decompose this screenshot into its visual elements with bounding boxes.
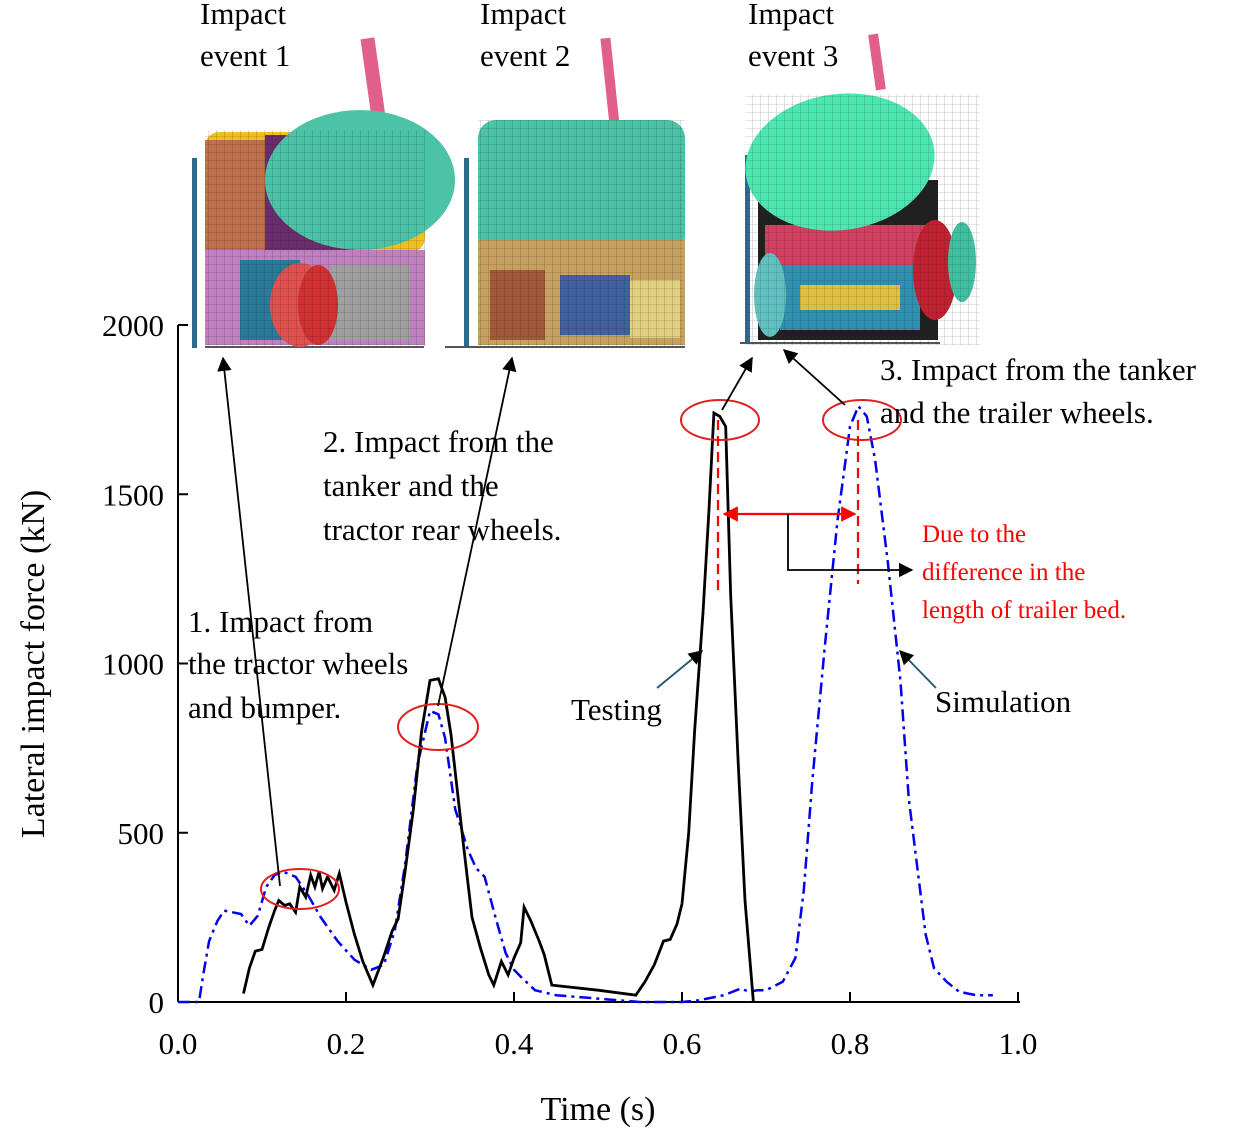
arrow-event-1 xyxy=(217,356,281,887)
note-event-1: 1. Impact from the tractor wheels and bu… xyxy=(188,604,408,725)
y-tick-label: 2000 xyxy=(102,308,164,343)
arrow-simulation-label xyxy=(898,649,937,689)
x-tick-label: 0.2 xyxy=(327,1026,366,1061)
x-tick-label: 0.4 xyxy=(495,1026,534,1061)
delay-note-pointer xyxy=(787,514,914,578)
svg-text:length of trailer bed.: length of trailer bed. xyxy=(922,597,1126,624)
y-tick-label: 1500 xyxy=(102,477,164,512)
event-pointer-arrows xyxy=(217,349,937,887)
peak-circle-simulation-event-3 xyxy=(822,399,902,441)
event-2-title: Impact event 2 xyxy=(480,0,570,73)
simulation-label: Simulation xyxy=(935,684,1072,719)
x-tick-label: 1.0 xyxy=(999,1026,1038,1061)
svg-text:2. Impact from the: 2. Impact from the xyxy=(323,424,554,459)
y-tick-label: 0 xyxy=(149,985,165,1020)
delay-indicator xyxy=(716,420,914,596)
svg-text:event 1: event 1 xyxy=(200,38,290,73)
y-tick-label: 1000 xyxy=(102,647,164,682)
svg-text:Impact: Impact xyxy=(480,0,566,31)
svg-text:Impact: Impact xyxy=(748,0,834,31)
peak-circle-testing-event-3 xyxy=(680,399,760,441)
fe-model-event-1 xyxy=(192,37,455,348)
fe-model-event-2 xyxy=(445,37,685,348)
fe-model-event-3 xyxy=(740,33,980,345)
svg-text:and bumper.: and bumper. xyxy=(188,690,341,725)
event-3-title: Impact event 3 xyxy=(748,0,838,73)
svg-text:Impact: Impact xyxy=(200,0,286,31)
x-tick-label: 0.8 xyxy=(831,1026,870,1061)
svg-text:event 3: event 3 xyxy=(748,38,838,73)
series-line-testing xyxy=(242,410,755,1003)
arrow-event-3-simulation xyxy=(782,349,846,406)
svg-text:event 2: event 2 xyxy=(480,38,570,73)
delay-note: Due to the difference in the length of t… xyxy=(922,521,1126,624)
svg-text:Due to the: Due to the xyxy=(922,521,1026,548)
series-line-simulation xyxy=(178,403,993,1004)
svg-text:difference in the: difference in the xyxy=(922,559,1085,586)
arrow-testing-label xyxy=(656,650,704,689)
y-tick-label: 500 xyxy=(118,816,165,851)
svg-text:the tractor wheels: the tractor wheels xyxy=(188,646,408,681)
testing-label: Testing xyxy=(571,692,662,727)
svg-text:and the trailer wheels.: and the trailer wheels. xyxy=(880,395,1154,430)
svg-text:1. Impact from: 1. Impact from xyxy=(188,604,373,639)
svg-text:3. Impact from the tanker: 3. Impact from the tanker xyxy=(880,352,1197,387)
arrow-event-3-testing xyxy=(721,356,753,411)
peak-circle-event-1 xyxy=(260,868,340,910)
event-1-title: Impact event 1 xyxy=(200,0,290,73)
x-tick-label: 0.6 xyxy=(663,1026,702,1061)
svg-text:tractor rear wheels.: tractor rear wheels. xyxy=(323,512,561,547)
arrow-event-2 xyxy=(437,356,517,707)
svg-text:tanker and the: tanker and the xyxy=(323,468,499,503)
axes: 0.0 0.2 0.4 0.6 0.8 1.0 0 500 1000 1500 2000 xyxy=(102,308,1037,1061)
y-axis-title: Lateral impact force (kN) xyxy=(15,490,52,838)
x-tick-label: 0.0 xyxy=(159,1026,198,1061)
note-event-2: 2. Impact from the tanker and the tracto… xyxy=(323,424,561,547)
note-event-3: 3. Impact from the tanker and the traile… xyxy=(880,352,1197,430)
peak-circle-event-2 xyxy=(397,703,479,751)
x-axis-title: Time (s) xyxy=(541,1091,656,1128)
